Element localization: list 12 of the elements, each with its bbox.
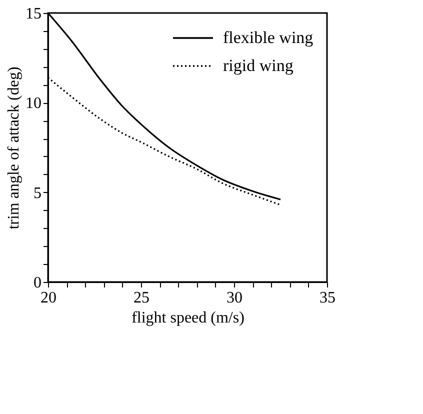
y-tick-label: 10 <box>26 95 42 112</box>
legend-label: flexible wing <box>223 28 314 47</box>
y-axis-title: trim angle of attack (deg) <box>6 66 22 230</box>
x-tick-label: 25 <box>134 290 150 306</box>
y-tick-label: 0 <box>34 274 42 292</box>
y-tick-label: 5 <box>34 184 42 202</box>
x-tick-label: 20 <box>40 290 56 306</box>
x-axis-title: flight speed (m/s) <box>132 310 244 326</box>
x-tick-label: 30 <box>226 290 242 306</box>
legend-label: rigid wing <box>223 56 294 75</box>
y-tick-label: 15 <box>26 6 42 22</box>
x-tick-label: 35 <box>320 290 336 306</box>
